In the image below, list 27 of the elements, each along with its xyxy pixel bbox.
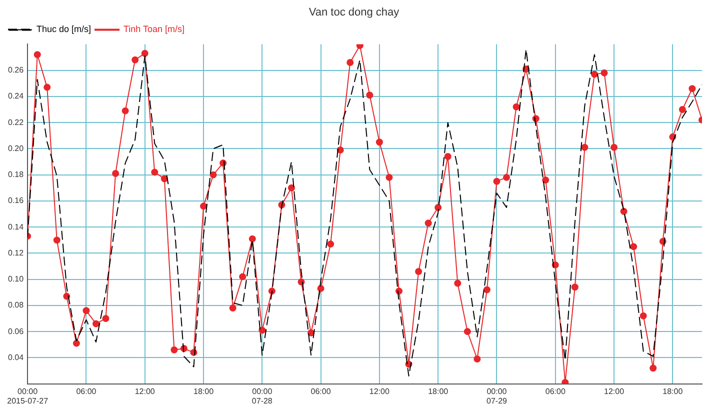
- x-tick-label: 06:00: [76, 386, 97, 396]
- x-tick-label: 12:00: [369, 386, 390, 396]
- chart-title: Van toc dong chay: [308, 6, 400, 19]
- x-tick-label: 18:00: [662, 386, 684, 396]
- x-tick-label: 00:00 07-28: [252, 386, 273, 406]
- y-tick-label: 0.20: [8, 144, 24, 153]
- y-tick-label: 0.16: [8, 196, 24, 206]
- x-tick-label: 18:00: [193, 386, 214, 396]
- x-tick-label: 12:00: [604, 386, 625, 396]
- legend-label: Thuc do [m/s]: [36, 24, 92, 34]
- y-tick-label: 0.08: [8, 300, 24, 310]
- y-tick-label: 0.04: [8, 352, 24, 362]
- y-tick-label: 0.14: [8, 222, 24, 232]
- y-tick-label: 0.26: [8, 66, 24, 75]
- y-tick-label: 0.12: [8, 248, 24, 258]
- x-tick-label: 18:00: [428, 386, 449, 396]
- x-tick-label: 06:00: [545, 386, 566, 396]
- y-tick-label: 0.18: [8, 170, 24, 180]
- legend-label: Tinh Toan [m/s]: [124, 24, 185, 34]
- y-tick-label: 0.24: [8, 92, 24, 101]
- x-tick-label: 00:00 07-29: [486, 386, 508, 406]
- x-tick-label: 00:00 2015-07-27: [7, 386, 49, 406]
- y-tick-label: 0.22: [8, 118, 24, 127]
- y-tick-label: 0.06: [8, 326, 24, 336]
- x-tick-label: 06:00: [310, 386, 332, 396]
- y-tick-label: 0.10: [8, 274, 24, 284]
- x-tick-label: 12:00: [134, 386, 156, 396]
